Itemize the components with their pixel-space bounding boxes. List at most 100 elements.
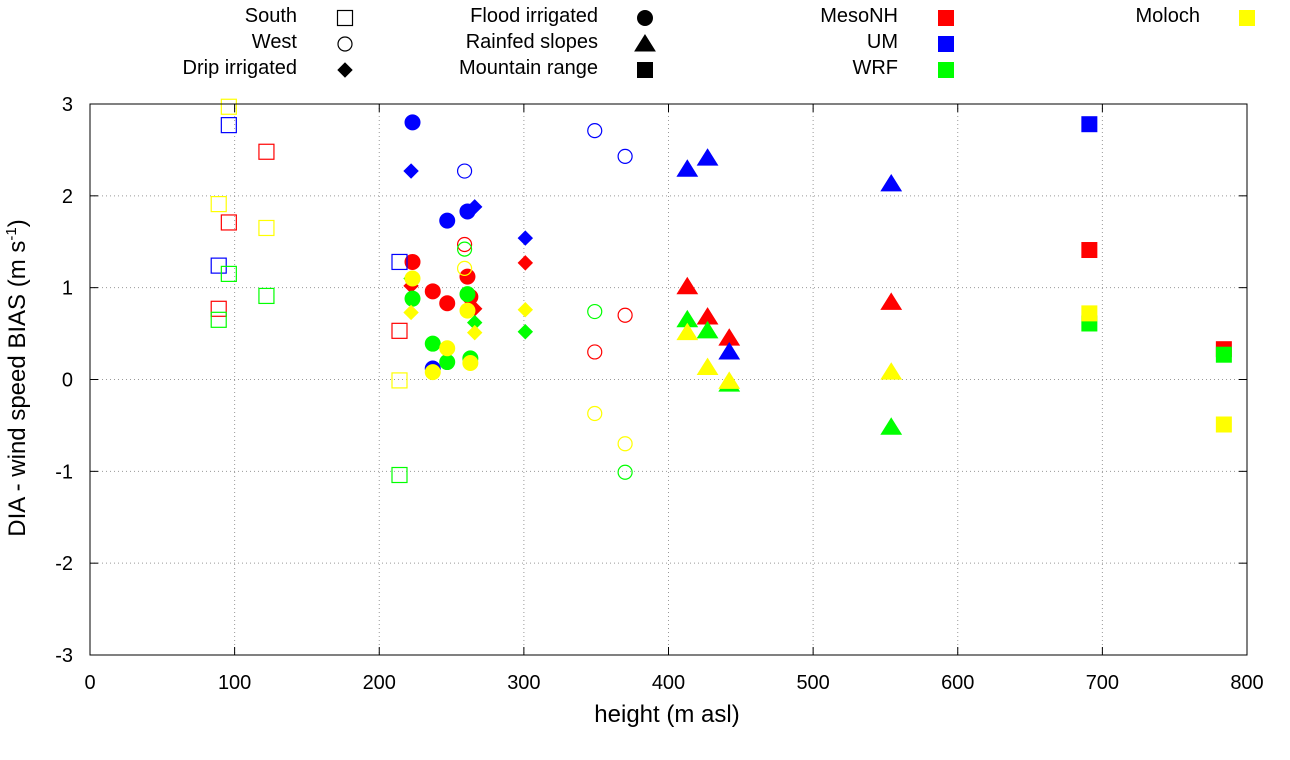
data-point-wrf: [1215, 346, 1232, 363]
data-point-um: [391, 253, 408, 271]
data-point-wrf: [439, 354, 456, 371]
y-axis-label-main: DIA - wind speed BIAS (m s: [4, 241, 31, 537]
legend-label: Rainfed slopes: [466, 31, 598, 53]
data-point-um: [456, 163, 473, 179]
data-point-moloch: [1215, 416, 1232, 433]
data-point-moloch: [617, 436, 633, 452]
data-point-moloch: [456, 260, 473, 276]
data-point-wrf: [459, 286, 476, 303]
y-tick-label: 3: [62, 94, 73, 116]
x-tick-label: 200: [363, 672, 396, 694]
data-point-um: [403, 163, 419, 179]
data-point-wrf: [696, 320, 719, 339]
data-point-mesonh: [587, 344, 603, 360]
data-point-wrf: [424, 335, 441, 352]
y-tick-label: 2: [62, 186, 73, 208]
legend-marker-wrf: [938, 62, 954, 78]
x-tick-label: 400: [652, 672, 685, 694]
data-point-moloch: [696, 357, 719, 376]
data-point-moloch: [880, 362, 903, 380]
legend-label: Drip irrigated: [183, 57, 297, 79]
legend-label: Mountain range: [459, 57, 598, 79]
legend-marker-circle-open: [337, 36, 353, 52]
data-point-mesonh: [459, 268, 476, 285]
data-point-wrf: [517, 324, 534, 340]
grid-lines: [90, 104, 1247, 655]
data-point-mesonh: [517, 255, 534, 271]
data-point-um: [676, 159, 699, 177]
legend-marker-mesonh: [938, 10, 954, 26]
data-point-wrf: [391, 466, 408, 484]
series-moloch: [210, 98, 1232, 452]
data-point-moloch: [210, 195, 227, 213]
series-um: [210, 114, 1098, 377]
data-point-moloch: [587, 405, 603, 422]
legend-label: South: [245, 5, 297, 27]
y-axis-label-sup: -1: [3, 227, 20, 240]
data-point-mesonh: [880, 292, 903, 310]
x-axis-label: height (m asl): [594, 701, 739, 728]
data-point-moloch: [391, 372, 408, 389]
legend-label: Moloch: [1136, 5, 1200, 27]
data-point-moloch: [439, 340, 456, 357]
data-point-moloch: [258, 219, 275, 237]
legend-marker-circle: [637, 10, 653, 26]
legend-label: Flood irrigated: [470, 5, 598, 27]
data-point-um: [880, 173, 903, 192]
legend: South West Drip irrigated Flood irrigated Ra…: [183, 5, 1255, 79]
data-point-mesonh: [258, 143, 275, 160]
data-point-wrf: [404, 290, 421, 307]
data-point-mesonh: [456, 236, 473, 253]
data-point-moloch: [1081, 305, 1098, 322]
data-point-moloch: [517, 301, 534, 318]
data-point-um: [517, 230, 534, 246]
x-tick-label: 800: [1230, 672, 1263, 694]
legend-marker-square: [637, 62, 653, 78]
data-point-mesonh: [391, 322, 408, 339]
legend-label: UM: [867, 31, 898, 53]
data-point-um: [439, 212, 456, 229]
data-point-mesonh: [424, 283, 441, 300]
data-point-mesonh: [439, 295, 456, 312]
y-tick-label: -1: [55, 461, 73, 483]
y-axis-label: DIA - wind speed BIAS (m s-1): [3, 219, 31, 536]
y-tick-label: 1: [62, 278, 73, 300]
data-point-moloch: [676, 322, 699, 341]
legend-marker-um: [938, 36, 954, 52]
data-point-um: [587, 123, 603, 139]
data-point-um: [718, 342, 741, 360]
data-point-wrf: [220, 265, 237, 282]
data-point-moloch: [718, 371, 741, 389]
axis-ticks: 0 100 200 300 400 500 600 700 800 -3 -2 -1 0 1 2 3: [55, 94, 1263, 694]
legend-label: WRF: [852, 57, 898, 79]
data-point-um: [696, 148, 719, 166]
data-point-wrf: [258, 287, 275, 305]
legend-marker-triangle: [634, 34, 656, 52]
data-point-moloch: [466, 324, 483, 341]
data-point-moloch: [403, 304, 419, 321]
x-tick-label: 100: [218, 672, 251, 694]
data-point-moloch: [404, 270, 421, 287]
y-tick-label: -2: [55, 553, 73, 575]
x-tick-label: 300: [507, 672, 540, 694]
data-point-mesonh: [676, 276, 699, 295]
data-point-wrf: [880, 417, 903, 435]
y-axis-label-close: ): [4, 219, 31, 227]
x-tick-label: 500: [796, 672, 829, 694]
x-tick-label: 0: [84, 672, 95, 694]
y-tick-label: 0: [62, 370, 73, 392]
x-tick-label: 600: [941, 672, 974, 694]
data-point-um: [617, 148, 633, 164]
legend-label: West: [252, 31, 298, 53]
data-point-moloch: [459, 302, 476, 319]
data-point-mesonh: [617, 307, 633, 323]
legend-marker-diamond: [337, 62, 353, 78]
data-point-moloch: [462, 354, 479, 371]
data-point-um: [1081, 116, 1098, 133]
data-point-wrf: [617, 464, 633, 480]
legend-label: MesoNH: [820, 5, 898, 27]
data-point-mesonh: [1081, 242, 1098, 259]
data-point-um: [220, 117, 237, 134]
